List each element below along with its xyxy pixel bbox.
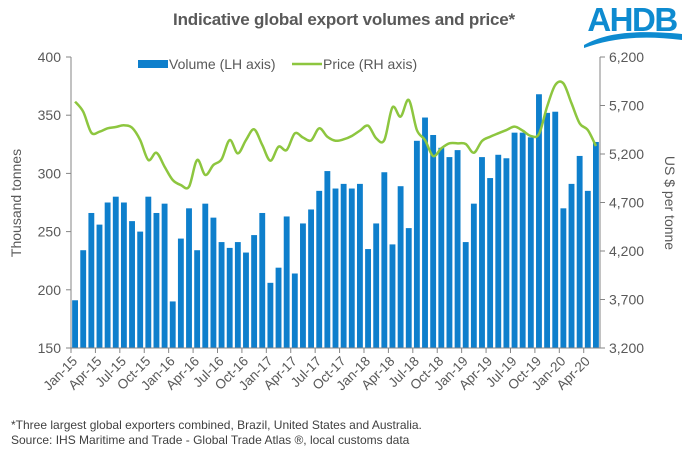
y-tick-label-left: 200 <box>38 282 62 298</box>
volume-bar <box>218 242 225 348</box>
volume-bar <box>503 158 510 348</box>
volume-bar <box>552 111 559 349</box>
volume-bar <box>511 132 518 348</box>
volume-bar <box>161 203 168 348</box>
footnote-line-2: Source: IHS Maritime and Trade - Global … <box>11 433 410 447</box>
volume-bar <box>210 217 217 348</box>
volume-bar <box>283 216 290 348</box>
volume-bar <box>487 178 494 348</box>
volume-bar <box>194 250 201 348</box>
volume-bar <box>129 221 135 348</box>
volume-bar <box>519 132 526 348</box>
volume-bar <box>430 134 437 348</box>
volume-bar <box>72 300 78 348</box>
volume-bar <box>112 196 119 348</box>
volume-bar <box>291 273 298 348</box>
volume-bar <box>275 267 282 348</box>
volume-bar <box>332 188 339 348</box>
y-tick-label-right: 3,700 <box>609 292 644 308</box>
y-tick-label-left: 300 <box>38 165 62 181</box>
volume-bar <box>88 212 95 348</box>
volume-bar <box>470 203 477 348</box>
volume-bar <box>454 150 461 348</box>
volume-bar <box>104 202 111 348</box>
y-tick-label-right: 6,200 <box>609 49 644 65</box>
volume-bar <box>593 141 599 348</box>
y-tick-label-left: 150 <box>38 340 62 356</box>
y-tick-label-right: 5,200 <box>609 146 644 162</box>
volume-bar <box>234 242 241 348</box>
volume-bar <box>560 208 567 348</box>
volume-bar <box>348 188 355 348</box>
volume-bar <box>413 140 420 348</box>
y-axis-title-left: Thousand tonnes <box>8 149 24 257</box>
volume-bar <box>479 157 485 348</box>
volume-bar <box>576 155 583 348</box>
volume-bar <box>405 228 412 348</box>
legend-swatch-volume <box>138 60 168 68</box>
volume-bar <box>536 94 542 348</box>
y-tick-label-right: 4,700 <box>609 195 644 211</box>
volume-bar <box>316 190 323 348</box>
volume-bar <box>251 235 258 348</box>
y-axis-title-right: US $ per tonne <box>662 156 678 250</box>
volume-bar <box>202 203 209 348</box>
volume-bar <box>169 301 176 348</box>
volume-bar <box>584 190 591 348</box>
volume-bar <box>422 117 428 348</box>
volume-bar <box>365 249 371 348</box>
volume-bar <box>96 224 103 348</box>
y-tick-label-right: 5,700 <box>609 98 644 114</box>
volume-bar <box>446 157 453 348</box>
volume-bar <box>226 247 233 348</box>
y-tick-label-left: 400 <box>38 49 62 65</box>
volume-bar <box>177 238 184 348</box>
y-tick-label-right: 3,200 <box>609 340 644 356</box>
legend-label-price: Price (RH axis) <box>323 56 417 72</box>
volume-bar <box>267 282 274 348</box>
y-tick-label-left: 250 <box>38 224 62 240</box>
volume-bar <box>340 183 347 348</box>
y-tick-label-left: 350 <box>38 107 62 123</box>
volume-bar <box>145 196 152 348</box>
volume-bar <box>438 147 445 348</box>
y-tick-label-right: 4,200 <box>609 243 644 259</box>
price-line-group <box>74 80 598 190</box>
volume-bar <box>389 244 396 348</box>
chart-title: Indicative global export volumes and pri… <box>173 10 515 29</box>
logo-text: AHDB <box>587 2 677 38</box>
volume-bar <box>259 212 266 348</box>
volume-bar <box>324 171 331 348</box>
volume-bar <box>462 242 469 348</box>
volume-bar <box>568 183 575 348</box>
volume-bar <box>495 154 502 348</box>
legend: Volume (LH axis) Price (RH axis) <box>138 56 417 72</box>
volume-bar <box>308 209 315 348</box>
volume-bar <box>137 231 144 348</box>
volume-bar <box>397 186 404 348</box>
volume-bar <box>527 137 534 348</box>
volume-bar <box>243 252 249 348</box>
volume-bar <box>544 112 551 349</box>
legend-label-volume: Volume (LH axis) <box>169 56 276 72</box>
volume-bar <box>381 172 388 348</box>
volume-bar <box>80 250 87 348</box>
ahdb-logo: AHDB <box>584 2 682 48</box>
volume-bar <box>153 212 160 348</box>
footnote-line-1: *Three largest global exporters combined… <box>11 418 422 432</box>
logo-wave-icon <box>584 32 682 48</box>
price-line <box>74 80 598 190</box>
volume-bars <box>72 94 599 349</box>
volume-bar <box>300 223 306 348</box>
footnote: *Three largest global exporters combined… <box>11 418 422 448</box>
volume-bar <box>186 208 192 348</box>
volume-bar <box>356 183 363 348</box>
volume-bar <box>373 223 380 348</box>
volume-bar <box>120 202 127 348</box>
